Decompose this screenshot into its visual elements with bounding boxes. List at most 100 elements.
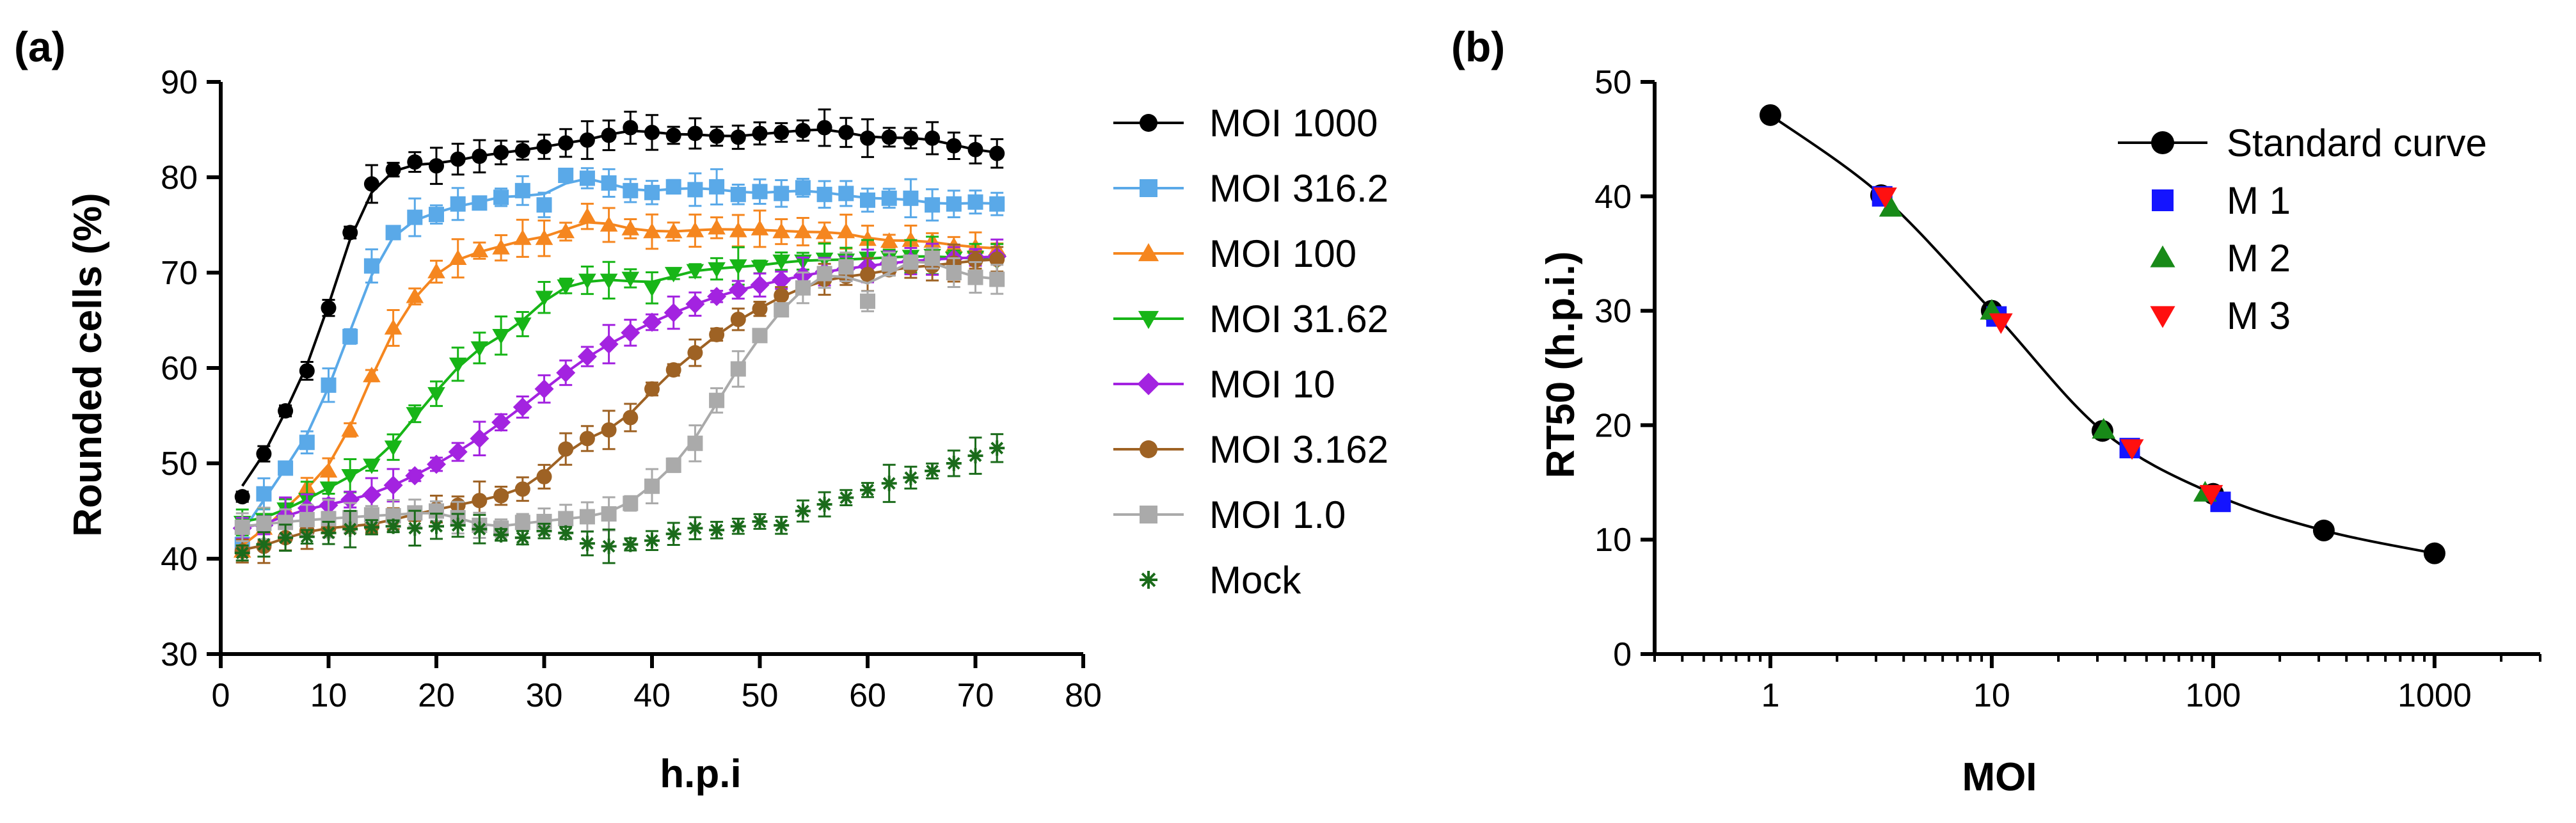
data-point (600, 216, 618, 232)
data-point (644, 381, 660, 397)
data-point (729, 259, 747, 275)
legend-label: Standard curve (2227, 122, 2487, 164)
data-point (234, 519, 250, 535)
data-point (449, 249, 467, 265)
data-point (621, 271, 640, 287)
panel-a-x-axis-title: h.p.i (660, 752, 741, 796)
legend-label: M 3 (2227, 294, 2291, 337)
data-point (1759, 104, 1781, 126)
data-point (860, 266, 875, 282)
data-point (536, 468, 552, 484)
data-point (686, 221, 704, 237)
data-point (449, 357, 467, 373)
data-point (535, 229, 553, 245)
data-point (795, 503, 811, 519)
y-tick-label: 90 (161, 64, 198, 101)
legend-label: M 2 (2227, 237, 2291, 280)
x-tick-label: 1000 (2397, 677, 2472, 714)
data-point (989, 252, 1005, 268)
data-point (579, 132, 595, 148)
data-point (774, 302, 790, 318)
data-point (2092, 418, 2116, 439)
data-point (967, 141, 983, 157)
data-point (925, 463, 941, 479)
data-point (558, 135, 574, 151)
panel-a-y-axis-title: Rounded cells (%) (66, 193, 110, 536)
legend-marker (2150, 245, 2175, 268)
data-point (2120, 439, 2144, 460)
data-point (448, 442, 468, 462)
panel-a-legend: MOI 1000 MOI 316.2 MOI 100 MOI 31.62 MOI 10 M… (1113, 102, 1388, 602)
data-point (493, 189, 509, 205)
fit-curve (1769, 114, 2435, 555)
data-point (557, 279, 575, 295)
data-point (881, 129, 897, 145)
data-point (514, 481, 530, 497)
data-point (644, 532, 660, 548)
data-point (795, 122, 811, 138)
data-point (429, 518, 444, 534)
data-point (514, 143, 530, 159)
data-point (752, 301, 768, 317)
data-point (644, 124, 660, 140)
x-tick-label: 10 (310, 677, 347, 714)
data-point (750, 275, 770, 295)
legend-marker (1140, 440, 1157, 458)
data-point (321, 525, 337, 541)
data-point (427, 262, 445, 278)
legend-marker (1140, 506, 1157, 523)
data-point (407, 520, 423, 536)
data-point (709, 522, 725, 538)
legend-item: MOI 100 (1113, 232, 1356, 275)
data-point (815, 223, 834, 239)
legend-item: Mock (1140, 559, 1301, 602)
data-point (341, 469, 359, 485)
x-tick-label: 40 (633, 677, 671, 714)
data-point (384, 319, 402, 335)
legend-item: Standard curve (2118, 122, 2487, 164)
data-point (234, 489, 250, 505)
data-point (903, 190, 919, 206)
data-point (385, 225, 401, 241)
data-point (493, 527, 509, 543)
data-point (665, 457, 681, 473)
data-point (340, 490, 360, 509)
series-m-1 (1872, 186, 2231, 513)
data-point (1879, 196, 1903, 217)
data-point (621, 220, 640, 236)
data-point (558, 525, 574, 541)
data-point (601, 538, 617, 554)
data-point (860, 130, 875, 146)
data-point (707, 287, 727, 307)
panel-a-axes: 0 10 20 30 40 50 60 70 80 30 40 50 60 70 80 90 (161, 64, 1102, 714)
data-point (752, 328, 768, 344)
y-tick-label: 40 (1594, 179, 1632, 216)
y-tick-label: 80 (161, 159, 198, 196)
data-point (967, 252, 983, 268)
data-point (730, 129, 746, 145)
data-point (577, 347, 597, 367)
legend-label: MOI 3.162 (1209, 428, 1388, 471)
data-point (752, 184, 768, 200)
data-point (967, 194, 983, 210)
data-point (429, 207, 444, 223)
data-point (709, 392, 725, 408)
legend-marker (2150, 306, 2175, 328)
data-point (405, 466, 425, 486)
data-point (687, 182, 703, 198)
data-point (623, 536, 639, 552)
data-point (774, 186, 790, 202)
data-point (708, 219, 726, 235)
fit-curve (242, 255, 998, 529)
data-point (642, 312, 662, 332)
panel-b-plot-area (1759, 104, 2445, 564)
data-point (536, 523, 552, 539)
data-point (406, 407, 424, 423)
legend-marker (1140, 179, 1157, 197)
data-point (925, 130, 941, 146)
data-point (644, 184, 660, 200)
data-point (708, 262, 726, 278)
legend-marker (1140, 114, 1157, 132)
panel-b-x-axis-title: MOI (1962, 755, 2037, 799)
data-point (472, 148, 488, 164)
